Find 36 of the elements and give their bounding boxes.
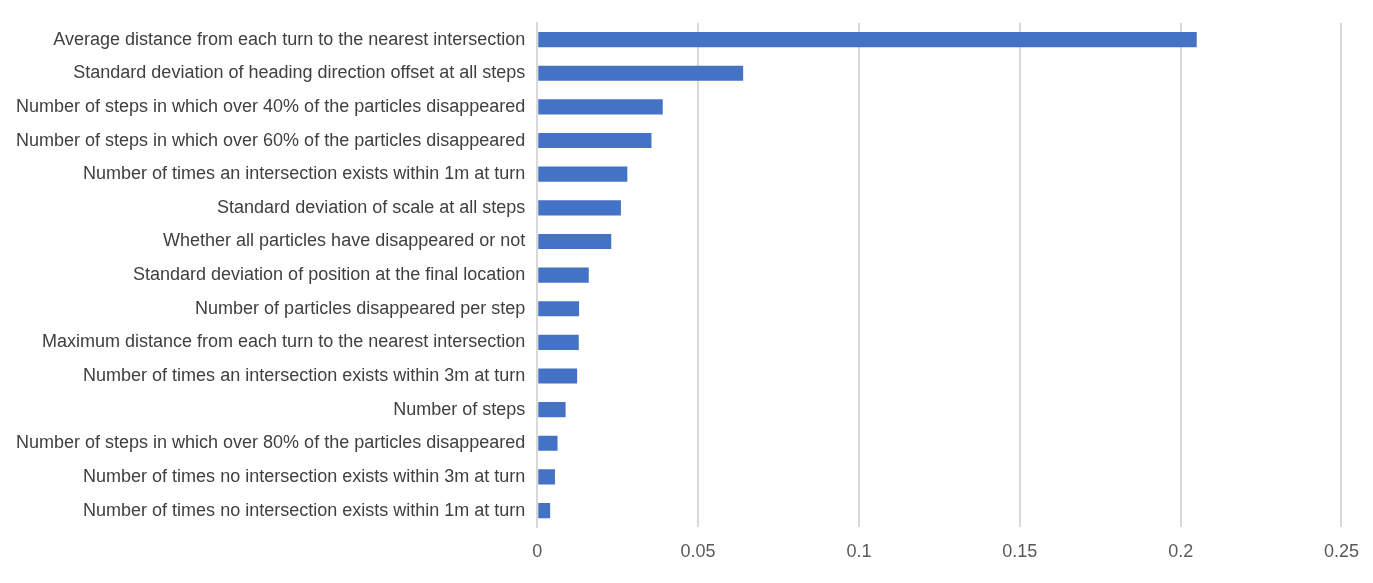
bar (538, 435, 558, 451)
x-tick-label: 0.25 (1323, 541, 1360, 562)
y-tick-label: Whether all particles have disappeared or not (163, 230, 526, 251)
y-tick-label: Number of steps in which over 60% of the particles disappeared (15, 129, 526, 150)
bar (538, 32, 1197, 48)
y-tick-label: Number of times no intersection exists within 3m at turn (83, 465, 526, 486)
bar (538, 469, 555, 485)
bar (538, 368, 578, 384)
x-tick-label: 0.15 (1002, 541, 1038, 562)
y-tick-label: Number of times an intersection exists within 3m at turn (83, 364, 526, 385)
bar (538, 200, 621, 216)
x-tick-label: 0 (532, 541, 543, 562)
y-tick-label: Maximum distance from each turn to the nearest intersection (42, 331, 526, 352)
y-tick-label: Number of times an intersection exists within 1m at turn (83, 163, 526, 184)
bar (538, 334, 579, 350)
y-tick-label: Number of steps in which over 80% of the particles disappeared (15, 432, 526, 453)
x-tick-label: 0.05 (680, 541, 716, 562)
y-tick-label: Standard deviation of position at the final location (133, 264, 526, 285)
bar (538, 166, 628, 182)
y-tick-label: Number of steps in which over 40% of the particles disappeared (15, 95, 526, 116)
y-tick-label: Number of particles disappeared per step (195, 297, 526, 318)
bar (538, 65, 744, 81)
y-tick-label: Average distance from each turn to the nearest intersection (53, 28, 526, 49)
y-tick-label: Standard deviation of heading direction offset at all steps (73, 62, 526, 83)
bar (538, 267, 589, 283)
bar (538, 233, 612, 250)
y-tick-label: Number of steps (393, 398, 526, 419)
x-tick-label: 0.1 (846, 541, 872, 562)
bar (538, 503, 551, 519)
y-tick-label: Number of times no intersection exists within 1m at turn (83, 499, 526, 520)
bar (538, 132, 652, 149)
bar (538, 99, 663, 115)
y-tick-label: Standard deviation of scale at all steps (217, 196, 526, 217)
bar (538, 301, 580, 317)
bar (538, 402, 566, 418)
x-tick-label: 0.2 (1168, 541, 1194, 562)
